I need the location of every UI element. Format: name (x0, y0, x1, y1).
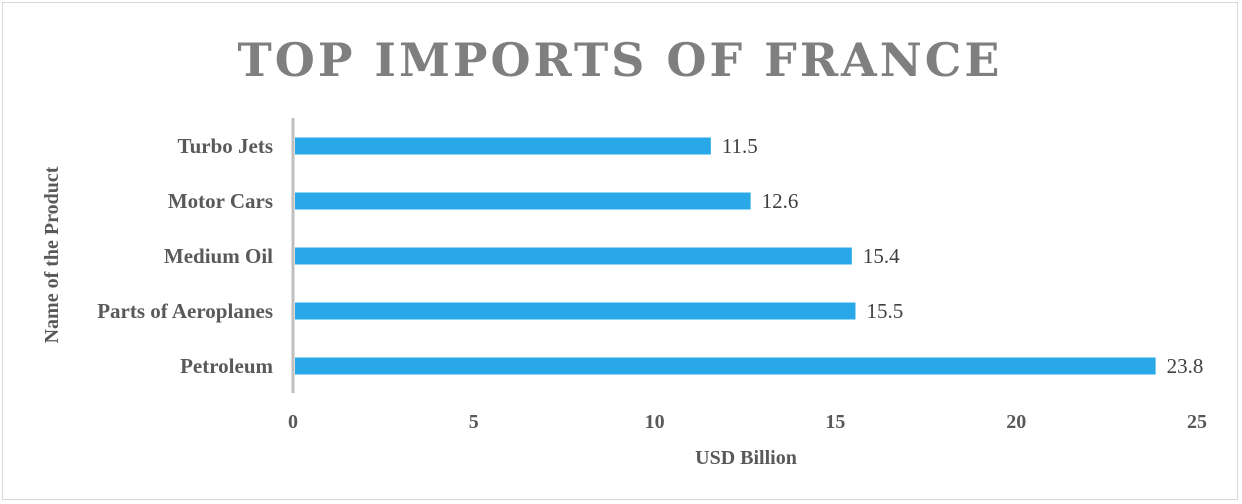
x-tick-label: 5 (469, 411, 479, 433)
bar-motor-cars (295, 192, 751, 210)
category-label: Turbo Jets (178, 134, 274, 158)
x-tick-label: 20 (1006, 411, 1026, 433)
data-label: 11.5 (722, 134, 758, 158)
chart-title: TOP IMPORTS OF FRANCE (238, 33, 1003, 87)
data-label: 15.4 (863, 244, 900, 268)
data-label: 23.8 (1167, 354, 1204, 378)
data-label: 12.6 (762, 189, 799, 213)
x-tick-label: 25 (1187, 411, 1207, 433)
x-tick-label: 15 (825, 411, 845, 433)
x-tick-label: 10 (645, 411, 665, 433)
category-labels: Turbo Jets Motor Cars Medium Oil Parts of A… (97, 134, 273, 378)
bar-parts-of-aeroplanes (295, 302, 856, 320)
category-label: Petroleum (180, 354, 273, 378)
category-label: Parts of Aeroplanes (97, 299, 273, 323)
y-axis-title: Name of the Product (41, 166, 63, 343)
bar-turbo-jets (295, 137, 711, 155)
category-label: Medium Oil (164, 244, 273, 268)
x-tick-label: 0 (288, 411, 298, 433)
data-label: 15.5 (866, 299, 903, 323)
x-axis-title: USD Billion (695, 447, 797, 469)
bar-medium-oil (295, 247, 852, 265)
bars-group (295, 137, 1156, 375)
x-tick-labels: 0 5 10 15 20 25 (288, 411, 1207, 433)
bar-petroleum (295, 357, 1156, 375)
category-label: Motor Cars (168, 189, 273, 213)
data-labels: 11.5 12.6 15.4 15.5 23.8 (722, 134, 1204, 378)
